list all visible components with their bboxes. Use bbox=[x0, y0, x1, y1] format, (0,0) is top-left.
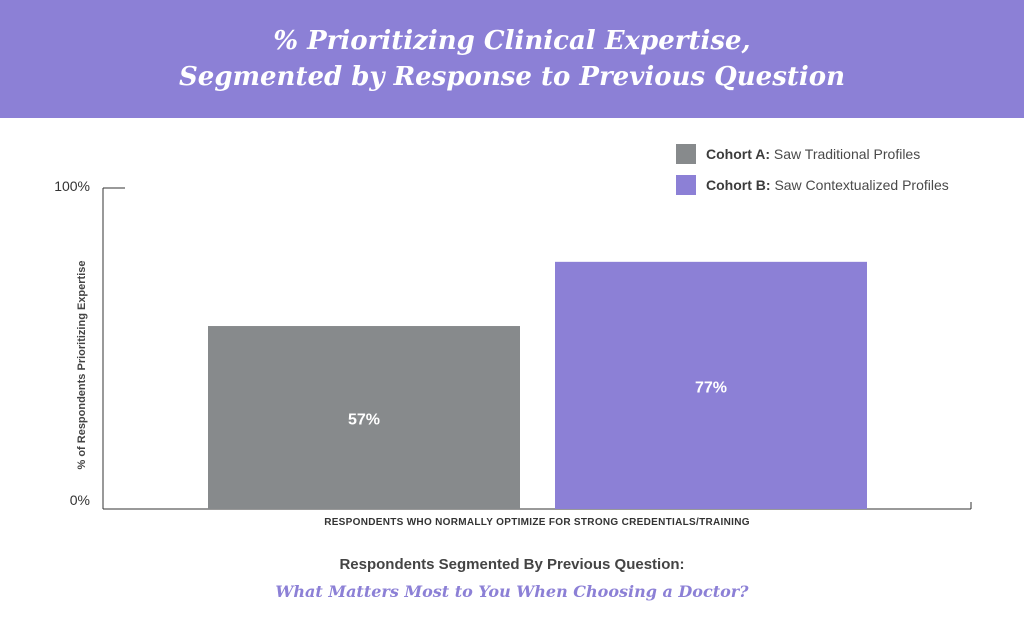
legend-swatch-cohort-a bbox=[676, 144, 696, 164]
legend-desc-cohort-b: Saw Contextualized Profiles bbox=[774, 177, 949, 193]
legend-text-cohort-a: Cohort A: Saw Traditional Profiles bbox=[706, 146, 920, 162]
chart-title-line-2: Segmented by Response to Previous Questi… bbox=[179, 62, 845, 92]
footer-subtitle: Respondents Segmented By Previous Questi… bbox=[339, 556, 685, 573]
legend-item-cohort-a: Cohort A: Saw Traditional Profiles bbox=[676, 142, 949, 166]
title-banner: % Prioritizing Clinical Expertise, Segme… bbox=[0, 0, 1024, 118]
legend-item-cohort-b: Cohort B: Saw Contextualized Profiles bbox=[676, 173, 949, 197]
data-label-cohort-a: 57% bbox=[348, 412, 380, 429]
legend-text-cohort-b: Cohort B: Saw Contextualized Profiles bbox=[706, 177, 949, 193]
footer-question: What Matters Most to You When Choosing a… bbox=[275, 582, 749, 601]
legend-swatch-cohort-b bbox=[676, 175, 696, 195]
bar-cohort-b bbox=[555, 261, 867, 509]
chart-title-line-1: % Prioritizing Clinical Expertise, bbox=[273, 26, 751, 56]
data-label-cohort-b: 77% bbox=[695, 379, 727, 396]
legend-label-cohort-a: Cohort A: bbox=[706, 146, 771, 162]
bar-cohort-a bbox=[208, 326, 520, 509]
legend-desc-cohort-a: Saw Traditional Profiles bbox=[773, 146, 921, 162]
x-category-label: RESPONDENTS WHO NORMALLY OPTIMIZE FOR ST… bbox=[324, 517, 750, 528]
y-tick-label-max: 100% bbox=[54, 178, 90, 194]
legend-label-cohort-b: Cohort B: bbox=[706, 177, 771, 193]
chart-legend: Cohort A: Saw Traditional Profiles Cohor… bbox=[676, 142, 949, 204]
y-tick-label-min: 0% bbox=[69, 492, 90, 508]
